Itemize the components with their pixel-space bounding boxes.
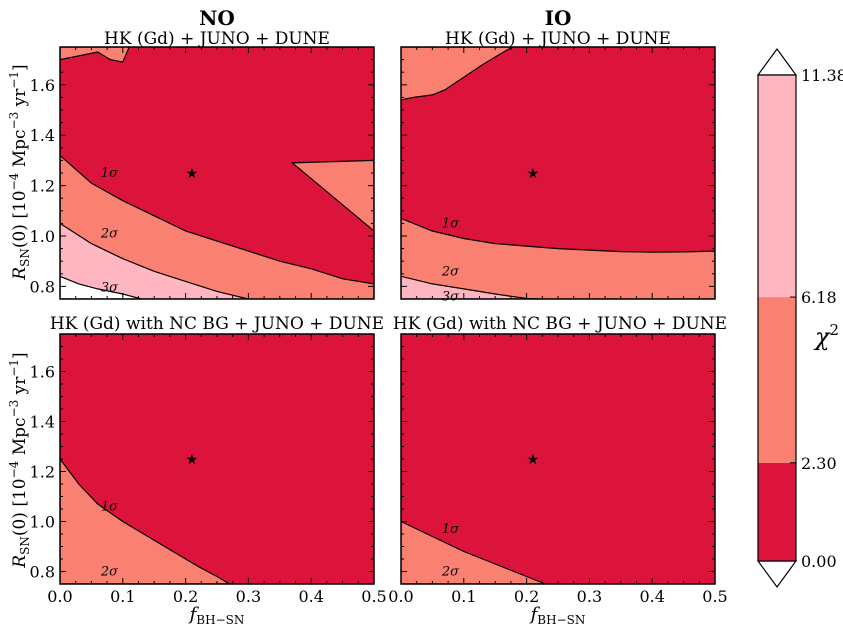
3sigma-region bbox=[60, 222, 249, 299]
panel-top-right: ★ 1σ 2σ 3σ bbox=[400, 46, 716, 304]
x-tick-label: 0.5 bbox=[361, 587, 386, 606]
y-tick-label: 1.0 bbox=[30, 227, 55, 246]
panel-plot-area bbox=[60, 47, 374, 299]
panel-top-left: ★ 1σ 2σ 3σ 0.8 1.0 1.2 1.4 1.6 bbox=[30, 46, 375, 300]
colorbar-label: χ2 bbox=[813, 321, 839, 351]
contour-label: 1σ bbox=[101, 166, 119, 181]
x-tick-label: 0.5 bbox=[702, 587, 727, 606]
2sigma-region bbox=[401, 217, 715, 299]
y-tick-label: 1.2 bbox=[30, 177, 55, 196]
panel-plot-area bbox=[60, 334, 374, 584]
x-tick-label: 0.3 bbox=[236, 587, 261, 606]
y-tick-label: 1.6 bbox=[30, 76, 55, 95]
colorbar-band-2sigma bbox=[758, 297, 796, 463]
x-axis-label-left: fBH−SN bbox=[188, 604, 245, 627]
x-tick-label: 0.1 bbox=[451, 587, 476, 606]
2sigma-region bbox=[401, 520, 546, 584]
2sigma-region bbox=[60, 458, 231, 584]
x-tick-label: 0.0 bbox=[47, 587, 72, 606]
x-tick-label: 0.3 bbox=[577, 587, 602, 606]
panel-subtitle-top-right: HK (Gd) + JUNO + DUNE bbox=[445, 29, 671, 49]
y-axis-label-bottom: RSN(0) [10−4 Mpc−3 yr−1] bbox=[7, 352, 32, 568]
colorbar-tick-label: 0.00 bbox=[801, 552, 837, 571]
best-fit-star: ★ bbox=[186, 166, 199, 182]
colorbar-top-extension bbox=[756, 47, 798, 76]
colorbar-tick-label: 2.30 bbox=[801, 454, 837, 473]
contour-label: 3σ bbox=[442, 289, 460, 304]
panel-subtitle-top-left: HK (Gd) + JUNO + DUNE bbox=[104, 29, 330, 49]
y-tick-label: 1.0 bbox=[30, 513, 55, 532]
colorbar-band-1sigma bbox=[758, 462, 796, 561]
contour-label: 1σ bbox=[101, 500, 119, 515]
panel-subtitle-bottom-left: HK (Gd) with NC BG + JUNO + DUNE bbox=[50, 314, 384, 334]
x-tick-label: 0.2 bbox=[173, 587, 198, 606]
panel-subtitle-bottom-right: HK (Gd) with NC BG + JUNO + DUNE bbox=[393, 314, 727, 334]
contour-label: 2σ bbox=[441, 565, 460, 580]
x-tick-label: 0.0 bbox=[388, 587, 413, 606]
panel-bottom-right: ★ 1σ 2σ 0.0 0.1 0.2 0.3 0.4 0.5 bbox=[388, 333, 728, 606]
colorbar-band-3sigma bbox=[758, 75, 796, 298]
contour-label: 2σ bbox=[100, 226, 119, 241]
1sigma-region bbox=[401, 334, 715, 584]
2sigma-region bbox=[60, 154, 374, 299]
y-tick-label: 1.6 bbox=[30, 363, 55, 382]
2sigma-region bbox=[401, 47, 515, 101]
y-axis-label-top: RSN(0) [10−4 Mpc−3 yr−1] bbox=[7, 64, 32, 280]
column-title-no: NO bbox=[199, 6, 235, 30]
panel-plot-area bbox=[401, 334, 715, 584]
panel-bottom-left: ★ 1σ 2σ 0.8 1.0 1.2 1.4 1.6 0.0 0.1 0.2 0.3 0.4 0.5 bbox=[30, 333, 387, 606]
y-tick-label: 1.4 bbox=[30, 126, 55, 145]
best-fit-star: ★ bbox=[527, 452, 540, 468]
colorbar-tick-label: 11.38 bbox=[801, 66, 843, 85]
contour-label: 2σ bbox=[441, 264, 460, 279]
best-fit-star: ★ bbox=[527, 166, 540, 182]
colorbar: 0.00 2.30 6.18 11.38 bbox=[756, 47, 843, 589]
x-axis-label-right: fBH−SN bbox=[529, 604, 586, 627]
y-tick-label: 0.8 bbox=[30, 563, 55, 582]
best-fit-star: ★ bbox=[186, 452, 199, 468]
x-tick-label: 0.4 bbox=[298, 587, 323, 606]
colorbar-frame bbox=[757, 74, 797, 562]
contour-label: 1σ bbox=[442, 522, 460, 537]
2sigma-region bbox=[290, 159, 374, 232]
colorbar-tick-label: 6.18 bbox=[801, 288, 837, 307]
x-tick-label: 0.4 bbox=[639, 587, 664, 606]
y-tick-label: 0.8 bbox=[30, 277, 55, 296]
contour-label: 1σ bbox=[442, 216, 460, 231]
panel-plot-area bbox=[401, 47, 715, 299]
x-tick-label: 0.2 bbox=[514, 587, 539, 606]
x-tick-label: 0.1 bbox=[110, 587, 135, 606]
y-tick-label: 1.2 bbox=[30, 463, 55, 482]
y-tick-label: 1.4 bbox=[30, 413, 55, 432]
colorbar-bottom-extension bbox=[756, 560, 798, 589]
column-title-io: IO bbox=[545, 6, 572, 30]
contour-label: 3σ bbox=[101, 281, 119, 296]
contour-label: 2σ bbox=[100, 565, 119, 580]
